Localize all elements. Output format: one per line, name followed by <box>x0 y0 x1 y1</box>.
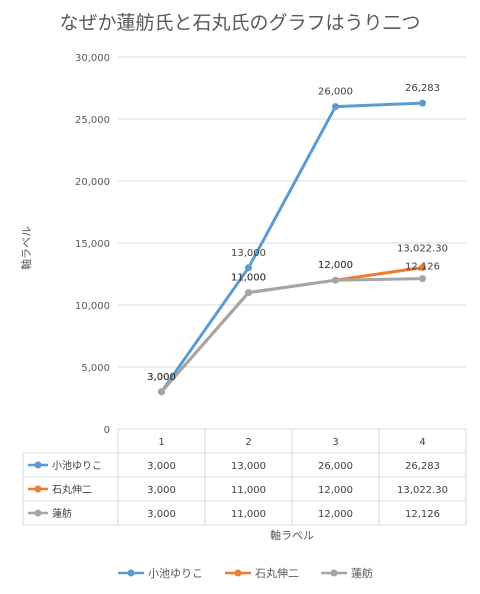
data-label: 3,000 <box>147 372 176 383</box>
x-category-label: 4 <box>419 437 425 448</box>
table-cell: 3,000 <box>147 509 176 520</box>
data-label: 12,000 <box>318 260 353 271</box>
series-line <box>160 101 424 394</box>
x-category-label: 3 <box>332 437 338 448</box>
table-legend-marker <box>34 485 42 493</box>
legend-marker <box>330 569 338 577</box>
table-cell: 3,000 <box>147 461 176 472</box>
x-category-label: 2 <box>245 437 251 448</box>
chart-title: なぜか蓮舫氏と石丸氏のグラフはうり二つ <box>59 12 420 34</box>
x-category-label: 1 <box>158 437 164 448</box>
data-label: 26,283 <box>405 83 440 94</box>
table-cell: 12,000 <box>318 509 353 520</box>
data-point <box>332 276 339 284</box>
data-point <box>158 388 165 396</box>
data-label: 13,000 <box>231 248 266 259</box>
table-cell: 26,000 <box>318 461 353 472</box>
table-cell: 11,000 <box>231 485 266 496</box>
legend-marker <box>234 569 242 577</box>
table-cell: 3,000 <box>147 485 176 496</box>
table-cell: 13,000 <box>231 461 266 472</box>
y-tick-label: 0 <box>104 425 110 436</box>
y-tick-label: 15,000 <box>75 239 110 250</box>
y-axis-title: 軸ラベル <box>19 226 33 270</box>
data-point <box>245 289 252 297</box>
data-label: 12,126 <box>405 262 440 273</box>
y-tick-label: 25,000 <box>75 115 110 126</box>
table-cell: 26,283 <box>405 461 440 472</box>
y-tick-label: 20,000 <box>75 177 110 188</box>
y-tick-label: 30,000 <box>75 53 110 64</box>
table-row-header: 蓮舫 <box>52 507 72 520</box>
data-point <box>245 264 252 272</box>
table-row-header: 石丸伸二 <box>52 483 92 496</box>
legend-label: 石丸伸二 <box>255 567 299 580</box>
x-axis-title: 軸ラベル <box>270 528 314 542</box>
series-line <box>160 277 424 394</box>
table-cell: 11,000 <box>231 509 266 520</box>
data-label: 12,000 <box>318 260 353 271</box>
data-point <box>419 275 426 283</box>
y-tick-label: 10,000 <box>75 301 110 312</box>
table-legend-marker <box>34 509 42 517</box>
legend-label: 蓮舫 <box>351 566 373 580</box>
data-label: 13,022.30 <box>397 244 448 255</box>
data-point <box>332 103 339 111</box>
legend-marker <box>127 569 135 577</box>
data-point <box>419 264 426 272</box>
table-cell: 13,022.30 <box>397 485 448 496</box>
data-label: 11,000 <box>231 273 266 284</box>
y-tick-label: 5,000 <box>81 363 110 374</box>
table-legend-marker <box>34 461 42 469</box>
table-cell: 12,126 <box>405 509 440 520</box>
legend-label: 小池ゆりこ <box>148 567 203 580</box>
table-cell: 12,000 <box>318 485 353 496</box>
data-label: 3,000 <box>147 372 176 383</box>
data-table: 1 2 3 4 小池ゆりこ 3,000 13,000 26,000 26,283 石丸伸二 3,00… <box>22 429 467 526</box>
series-lines <box>158 99 426 396</box>
data-label: 26,000 <box>318 87 353 98</box>
legend: 小池ゆりこ 石丸伸二 蓮舫 <box>118 566 373 580</box>
gridlines: 0 5,000 10,000 15,000 20,000 25,000 30,000 <box>75 53 466 436</box>
data-label: 11,000 <box>231 273 266 284</box>
data-point <box>419 99 426 107</box>
table-row-header: 小池ゆりこ <box>52 459 102 472</box>
data-label: 3,000 <box>147 372 176 383</box>
